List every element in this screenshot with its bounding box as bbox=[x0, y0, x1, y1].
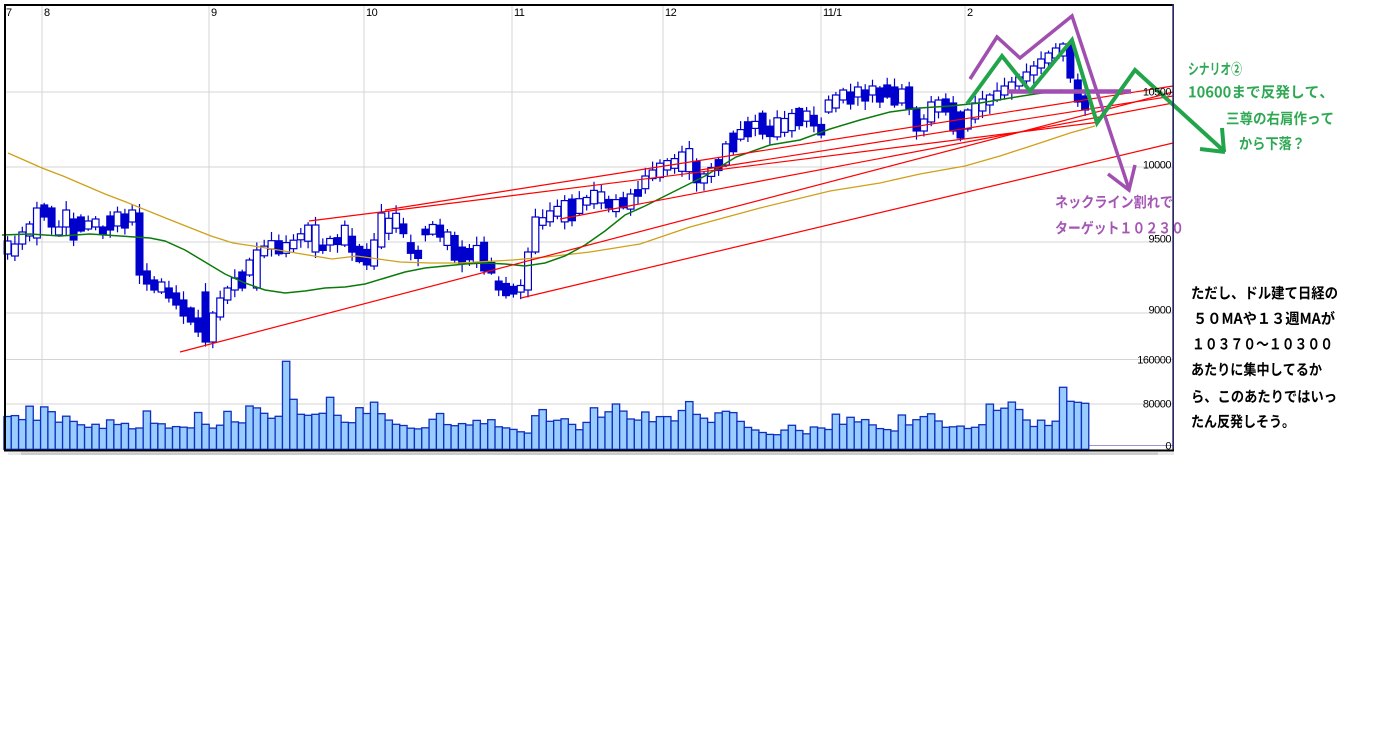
svg-text:160000: 160000 bbox=[1137, 355, 1171, 367]
svg-text:2: 2 bbox=[967, 7, 973, 19]
svg-text:10: 10 bbox=[366, 7, 378, 19]
svg-text:9500: 9500 bbox=[1149, 234, 1172, 246]
svg-text:10000: 10000 bbox=[1143, 160, 1171, 172]
svg-text:9: 9 bbox=[211, 7, 217, 19]
svg-text:80000: 80000 bbox=[1143, 399, 1171, 411]
svg-text:11/1: 11/1 bbox=[823, 7, 842, 19]
svg-text:10500: 10500 bbox=[1143, 87, 1171, 99]
svg-text:11: 11 bbox=[514, 7, 525, 19]
svg-text:7: 7 bbox=[6, 7, 12, 19]
svg-text:8: 8 bbox=[44, 7, 50, 19]
svg-text:12: 12 bbox=[665, 7, 677, 19]
svg-text:9000: 9000 bbox=[1149, 305, 1172, 317]
svg-text:0: 0 bbox=[1165, 441, 1171, 453]
